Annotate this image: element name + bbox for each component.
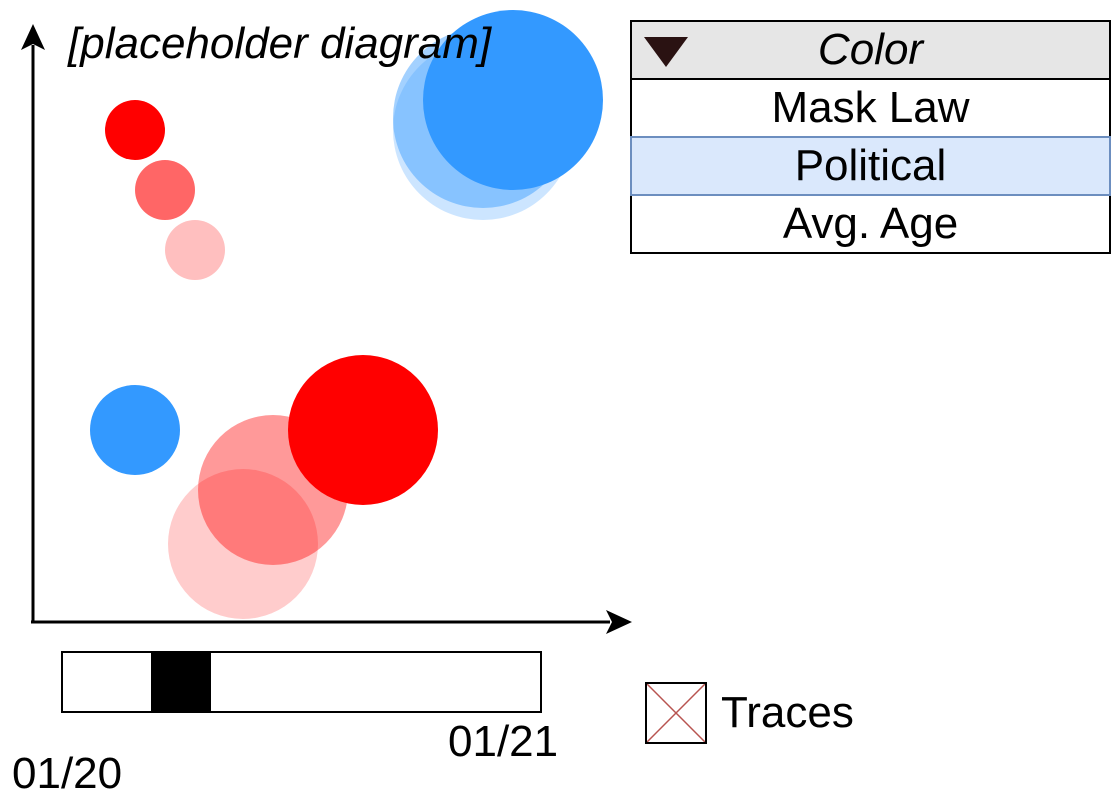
time-slider[interactable]	[61, 651, 542, 713]
time-slider-start-label: 01/20	[12, 749, 123, 798]
dropdown-option-mask-law[interactable]: Mask Law	[630, 78, 1111, 138]
dropdown-option-political[interactable]: Political	[630, 136, 1111, 196]
bubble-point-5	[165, 220, 225, 280]
bubble-point-2	[288, 355, 438, 505]
color-dropdown-label: Color	[817, 25, 924, 74]
points-layer	[90, 10, 603, 619]
traces-toggle[interactable]: Traces	[645, 682, 854, 744]
time-slider-end-label: 01/21	[448, 717, 559, 766]
checkbox-cross-icon	[647, 684, 705, 742]
bubble-point-9	[423, 10, 603, 190]
bubble-point-4	[135, 160, 195, 220]
color-dropdown-header[interactable]: Color	[630, 20, 1111, 80]
dropdown-option-label: Avg. Age	[782, 199, 959, 248]
color-dropdown[interactable]: Color Mask Law Political Avg. Age	[630, 20, 1111, 254]
caret-down-icon[interactable]	[644, 37, 688, 67]
traces-label: Traces	[721, 688, 854, 737]
traces-checkbox[interactable]	[645, 682, 707, 744]
dropdown-option-label: Mask Law	[771, 83, 970, 132]
dropdown-option-label: Political	[794, 141, 947, 190]
scatter-plot	[21, 10, 632, 634]
time-slider-window[interactable]	[151, 653, 211, 711]
y-axis-arrow	[21, 24, 45, 50]
plot-title: [placeholder diagram]	[68, 19, 492, 68]
bubble-point-0	[168, 469, 318, 619]
x-axis-arrow	[606, 610, 632, 634]
bubble-point-3	[105, 100, 165, 160]
dropdown-option-avg-age[interactable]: Avg. Age	[630, 194, 1111, 254]
bubble-point-6	[90, 385, 180, 475]
